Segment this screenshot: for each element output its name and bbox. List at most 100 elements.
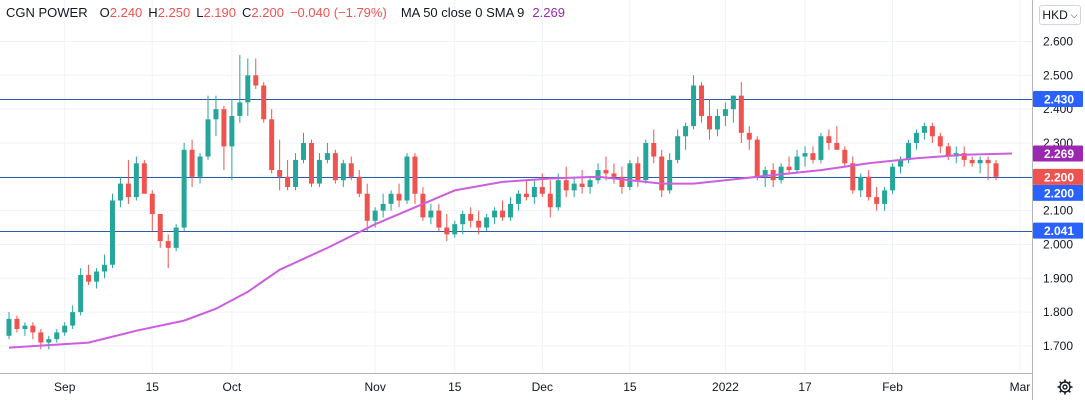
candle (396, 183, 402, 208)
candle-body (993, 163, 999, 177)
candle-body (587, 180, 593, 187)
currency-label: HKD (1042, 8, 1068, 22)
level-badge: 2.200 (1033, 184, 1083, 201)
candle-body (810, 153, 816, 160)
currency-button[interactable]: HKD ⌵ (1039, 5, 1081, 25)
candle (356, 170, 362, 198)
candle-body (985, 159, 991, 164)
y-tick-label: 2.600 (1043, 35, 1073, 49)
candle-body (754, 139, 760, 177)
candle (14, 315, 20, 333)
candle-body (937, 136, 943, 147)
candle-body (555, 180, 561, 208)
candle (412, 153, 418, 204)
candle (388, 190, 394, 211)
candle (102, 254, 108, 279)
candle (62, 322, 68, 336)
candle-body (213, 109, 219, 120)
level-badge-label: 2.200 (1044, 186, 1074, 200)
candle (125, 159, 131, 204)
gear-icon[interactable] (1054, 376, 1076, 398)
x-tick-label: 2022 (712, 380, 739, 394)
candle-body (149, 193, 155, 215)
candle (452, 220, 458, 238)
candle-body (348, 163, 354, 177)
candle-body (412, 156, 418, 194)
candle-body (531, 186, 537, 198)
y-tick-label: 2.500 (1043, 68, 1073, 82)
candle (293, 153, 299, 191)
price-badge-label: 2.200 (1044, 170, 1074, 184)
candle (500, 200, 506, 221)
candle-body (324, 153, 330, 160)
candle-body (460, 214, 466, 225)
candle (476, 210, 482, 235)
candle (866, 170, 872, 201)
candle (722, 102, 728, 127)
candle-body (436, 210, 442, 228)
candle (149, 190, 155, 231)
candle-body (699, 85, 705, 116)
candle-body (293, 159, 299, 187)
candle-body (237, 102, 243, 116)
candle-body (476, 220, 482, 228)
candle-body (507, 203, 513, 218)
candle-body (874, 197, 880, 204)
candle (436, 203, 442, 231)
candle-body (125, 183, 131, 198)
candle (699, 82, 705, 123)
candle-body (667, 159, 673, 191)
candle (937, 132, 943, 154)
candle-body (54, 332, 60, 340)
x-tick-label: 17 (798, 380, 812, 394)
open-label: O (99, 5, 110, 20)
candle-body (197, 156, 203, 177)
candle (563, 166, 569, 198)
candle (30, 322, 36, 340)
candle (428, 203, 434, 225)
candle-body (515, 193, 521, 204)
ma-badge: 2.269 (1033, 145, 1083, 162)
candle (818, 132, 824, 164)
candle (6, 312, 12, 340)
candle-body (221, 109, 227, 147)
candle (324, 143, 330, 164)
candle-body (738, 95, 744, 133)
candle-body (579, 183, 585, 187)
ma-line (8, 152, 1013, 349)
candle (269, 109, 275, 174)
candle-body (762, 170, 768, 177)
y-tick-label: 1.900 (1043, 271, 1073, 285)
candle (70, 305, 76, 330)
candle-body (523, 193, 529, 198)
candle-body (977, 159, 983, 164)
candle (850, 156, 856, 194)
candle-body (539, 186, 545, 194)
ma-value: 2.269 (532, 5, 565, 20)
candle-body (261, 85, 267, 120)
x-tick-label: 15 (146, 380, 160, 394)
candle-body (62, 325, 68, 333)
candle (961, 146, 967, 167)
candle (404, 153, 410, 204)
candle (794, 149, 800, 174)
candle (316, 153, 322, 187)
candle (460, 210, 466, 235)
y-tick-label: 1.700 (1043, 339, 1073, 353)
level-badge: 2.041 (1033, 222, 1083, 239)
y-tick-label: 2.100 (1043, 204, 1073, 218)
candle-body (603, 170, 609, 174)
candle (484, 214, 490, 231)
candle-body (492, 210, 498, 218)
candle (786, 156, 792, 174)
candle (659, 149, 665, 198)
ma-badge-label: 2.269 (1044, 147, 1074, 161)
level-badge-bg (1033, 91, 1083, 108)
candle-body (913, 132, 919, 143)
candles (6, 55, 999, 350)
candle-body (858, 176, 864, 191)
price-badge-bg (1033, 168, 1083, 185)
candle (929, 122, 935, 143)
